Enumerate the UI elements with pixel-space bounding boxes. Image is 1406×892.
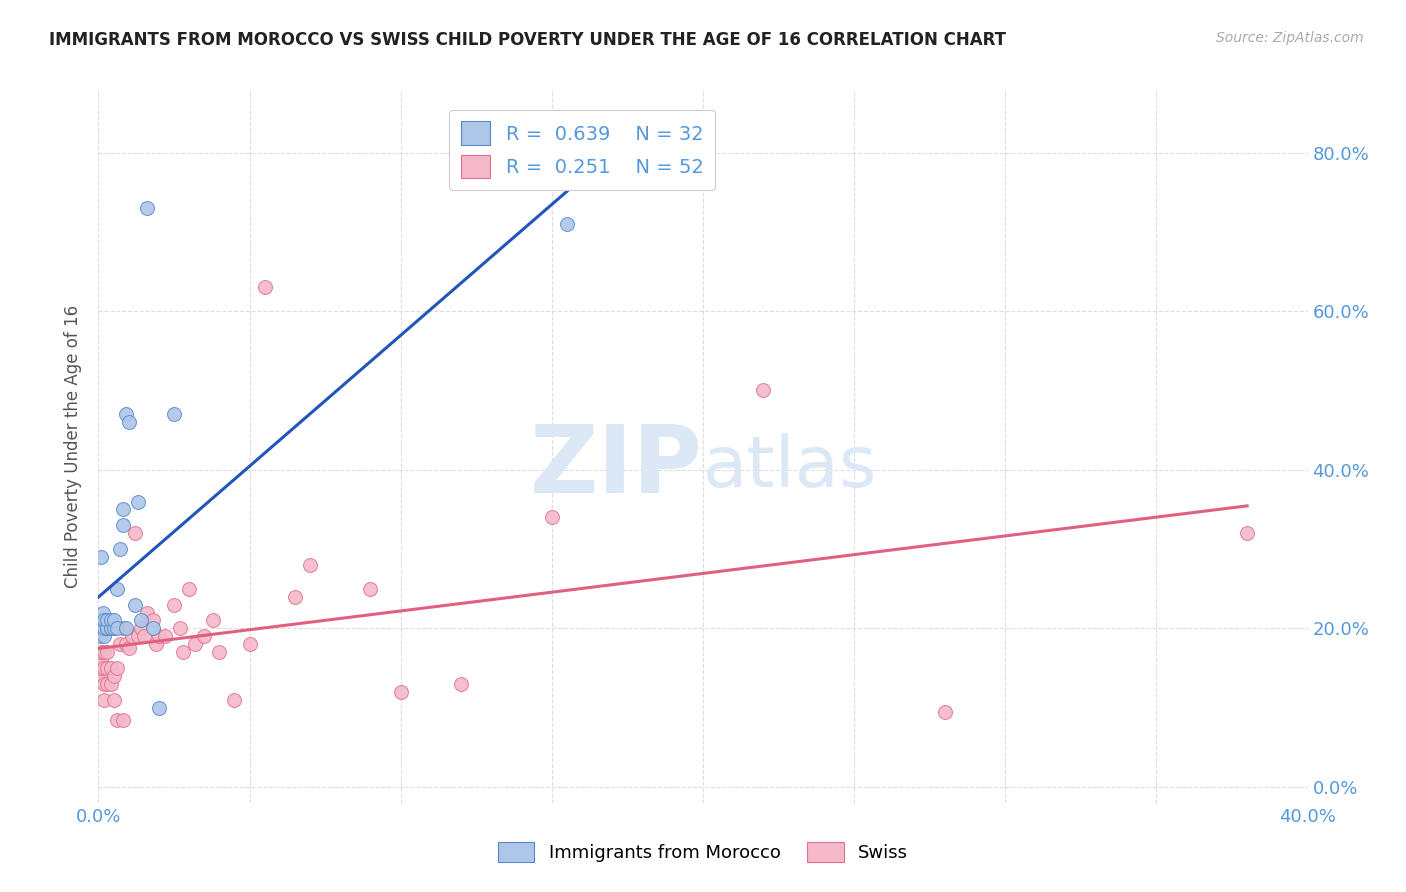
Point [752, 384, 775, 398]
Point [153, 629, 176, 643]
Point [284, 590, 307, 604]
Point [555, 217, 578, 231]
Point [127, 494, 149, 508]
Point [163, 598, 186, 612]
Point [111, 713, 134, 727]
Point [96, 614, 118, 628]
Point [224, 692, 246, 706]
Point [179, 582, 201, 596]
Point [93, 629, 115, 643]
Point [145, 637, 167, 651]
Point [90, 549, 112, 564]
Legend: Immigrants from Morocco, Swiss: Immigrants from Morocco, Swiss [491, 834, 915, 870]
Point [114, 637, 136, 651]
Legend: R =  0.639    N = 32, R =  0.251    N = 52: R = 0.639 N = 32, R = 0.251 N = 52 [449, 110, 716, 190]
Point [121, 629, 143, 643]
Point [172, 645, 194, 659]
Point [148, 700, 170, 714]
Point [127, 629, 149, 643]
Point [239, 637, 262, 651]
Point [360, 582, 382, 596]
Point [91, 606, 114, 620]
Point [103, 621, 125, 635]
Point [1236, 526, 1258, 541]
Point [103, 614, 125, 628]
Point [193, 629, 215, 643]
Point [100, 614, 122, 628]
Text: Source: ZipAtlas.com: Source: ZipAtlas.com [1216, 31, 1364, 45]
Point [105, 582, 128, 596]
Point [93, 661, 115, 675]
Point [450, 677, 472, 691]
Point [96, 661, 118, 675]
Point [105, 621, 128, 635]
Point [100, 661, 122, 675]
Point [540, 510, 562, 524]
Point [124, 598, 146, 612]
Point [135, 201, 157, 215]
Point [184, 637, 207, 651]
Point [111, 518, 134, 533]
Point [93, 614, 115, 628]
Point [163, 407, 186, 421]
Point [90, 661, 112, 675]
Point [93, 621, 115, 635]
Point [96, 677, 118, 691]
Point [100, 621, 122, 635]
Point [202, 614, 225, 628]
Point [142, 614, 165, 628]
Point [90, 621, 112, 635]
Point [105, 661, 128, 675]
Point [169, 621, 191, 635]
Point [129, 614, 152, 628]
Point [108, 637, 131, 651]
Point [89, 629, 111, 643]
Point [934, 705, 956, 719]
Text: ZIP: ZIP [530, 421, 703, 514]
Point [108, 542, 131, 557]
Point [124, 526, 146, 541]
Point [299, 558, 322, 572]
Text: IMMIGRANTS FROM MOROCCO VS SWISS CHILD POVERTY UNDER THE AGE OF 16 CORRELATION C: IMMIGRANTS FROM MOROCCO VS SWISS CHILD P… [49, 31, 1007, 49]
Point [96, 621, 118, 635]
Point [114, 407, 136, 421]
Point [105, 713, 128, 727]
Point [93, 692, 115, 706]
Point [90, 645, 112, 659]
Point [118, 415, 141, 429]
Point [100, 621, 122, 635]
Point [129, 621, 152, 635]
Point [132, 629, 155, 643]
Point [100, 677, 122, 691]
Point [103, 692, 125, 706]
Point [89, 669, 111, 683]
Point [148, 629, 170, 643]
Point [111, 621, 134, 635]
Point [93, 645, 115, 659]
Point [142, 621, 165, 635]
Point [389, 685, 412, 699]
Point [253, 280, 276, 294]
Point [96, 621, 118, 635]
Y-axis label: Child Poverty Under the Age of 16: Child Poverty Under the Age of 16 [65, 304, 83, 588]
Point [96, 645, 118, 659]
Point [103, 669, 125, 683]
Point [111, 502, 134, 516]
Point [114, 621, 136, 635]
Point [208, 645, 231, 659]
Text: atlas: atlas [703, 433, 877, 502]
Point [90, 653, 112, 667]
Point [93, 677, 115, 691]
Point [118, 641, 141, 656]
Point [135, 606, 157, 620]
Point [90, 614, 112, 628]
